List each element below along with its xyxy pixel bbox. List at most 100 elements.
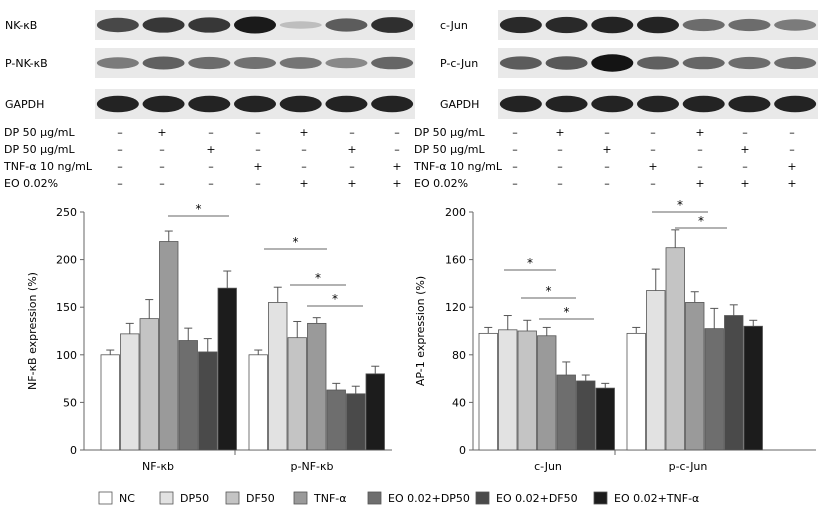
blot-band: [142, 95, 185, 113]
bar: [556, 374, 576, 451]
y-tick-label: 0: [70, 444, 77, 457]
blot-band: [682, 95, 725, 113]
bar: [217, 287, 237, 451]
condition-mark: –: [512, 126, 518, 139]
bar: [595, 387, 615, 451]
blot-band: [545, 56, 588, 70]
treatment-condition-table: DP 50 μg/mL – + – – + – – DP 50 μg/mL – – + – – + – TNF-…: [3, 126, 797, 190]
bar: [626, 332, 646, 451]
condition-mark: –: [117, 177, 123, 190]
legend-label: DP50: [180, 492, 209, 505]
significance-star: *: [564, 305, 570, 319]
condition-mark: –: [301, 160, 307, 173]
condition-mark: +: [555, 126, 564, 139]
blot-band: [636, 56, 680, 70]
condition-mark: –: [208, 177, 214, 190]
blot-band: [545, 95, 588, 113]
condition-mark: +: [740, 143, 749, 156]
y-tick-label: 100: [56, 349, 77, 362]
blot-band: [774, 19, 817, 31]
condition-mark: –: [117, 143, 123, 156]
bar: [498, 329, 518, 451]
blot-band: [325, 18, 368, 32]
condition-mark: –: [742, 160, 748, 173]
y-tick-label: 80: [452, 349, 466, 362]
y-tick-label: 200: [445, 206, 466, 219]
bar: [685, 302, 705, 451]
condition-mark: –: [159, 177, 165, 190]
condition-mark: –: [650, 143, 656, 156]
condition-mark: +: [347, 143, 356, 156]
condition-mark: –: [208, 160, 214, 173]
legend-label: EO 0.02+DF50: [496, 492, 578, 505]
condition-mark: –: [742, 126, 748, 139]
condition-mark: –: [789, 143, 795, 156]
blot-band: [325, 95, 368, 113]
blot-band: [96, 57, 139, 69]
condition-label: EO 0.02%: [4, 177, 58, 190]
condition-mark: –: [394, 126, 400, 139]
y-tick-label: 40: [452, 396, 466, 409]
blot-row-label: NK-κB: [5, 19, 37, 32]
bar: [307, 322, 327, 451]
bar: [287, 337, 307, 451]
condition-label: DP 50 μg/mL: [4, 143, 75, 156]
bar: [159, 241, 179, 451]
blot-band: [142, 17, 185, 33]
condition-label: TNF-α 10 ng/mL: [3, 160, 93, 173]
blot-band: [188, 17, 231, 33]
y-tick-label: 150: [56, 301, 77, 314]
condition-mark: –: [789, 126, 795, 139]
legend-swatch: [593, 491, 608, 505]
blot-band: [371, 95, 414, 113]
condition-mark: +: [787, 160, 796, 173]
blot-band: [188, 95, 231, 113]
condition-mark: –: [255, 143, 261, 156]
blot-band: [728, 18, 771, 32]
significance-star: *: [546, 284, 552, 298]
legend-label: TNF-α: [313, 492, 347, 505]
blot-band: [545, 16, 588, 34]
blot-band: [499, 95, 542, 113]
blot-band: [682, 56, 725, 70]
legend-label: EO 0.02+DP50: [388, 492, 470, 505]
significance-star: *: [677, 198, 683, 212]
blot-band: [188, 56, 231, 70]
significance-star: *: [332, 292, 338, 306]
condition-mark: –: [604, 177, 610, 190]
condition-mark: –: [208, 126, 214, 139]
y-tick-label: 200: [56, 254, 77, 267]
significance-star: *: [196, 202, 202, 216]
condition-mark: –: [159, 143, 165, 156]
condition-mark: –: [557, 143, 563, 156]
legend-swatch: [98, 491, 113, 505]
legend-swatch: [293, 491, 308, 505]
bar: [120, 333, 140, 451]
y-axis-label: AP-1 expression (%): [414, 276, 427, 386]
bar-charts: 0 50 100 150 200 250 NF-κB expression (%) NF-κb…: [26, 198, 816, 473]
bar: [178, 340, 198, 451]
condition-mark: +: [206, 143, 215, 156]
legend-label: EO 0.02+TNF-α: [614, 492, 699, 505]
blot-band: [591, 54, 634, 72]
condition-mark: –: [349, 160, 355, 173]
condition-mark: –: [255, 177, 261, 190]
condition-label: DP 50 μg/mL: [414, 126, 485, 139]
blot-row-label: c-Jun: [440, 19, 468, 32]
x-category-label: p-c-Jun: [669, 460, 708, 473]
blot-band: [96, 95, 139, 113]
condition-label: EO 0.02%: [414, 177, 468, 190]
condition-mark: +: [740, 177, 749, 190]
bar: [576, 380, 596, 451]
condition-mark: +: [253, 160, 262, 173]
blot-band: [499, 16, 542, 34]
bar: [537, 335, 557, 451]
condition-mark: –: [117, 126, 123, 139]
condition-mark: –: [650, 177, 656, 190]
bar: [724, 315, 744, 451]
chart-1: 0 40 80 120 160 200 AP-1 expression (%) c-Jun p-…: [414, 198, 816, 473]
condition-mark: +: [299, 177, 308, 190]
blot-row-label: GAPDH: [440, 98, 479, 111]
bar: [704, 328, 724, 451]
